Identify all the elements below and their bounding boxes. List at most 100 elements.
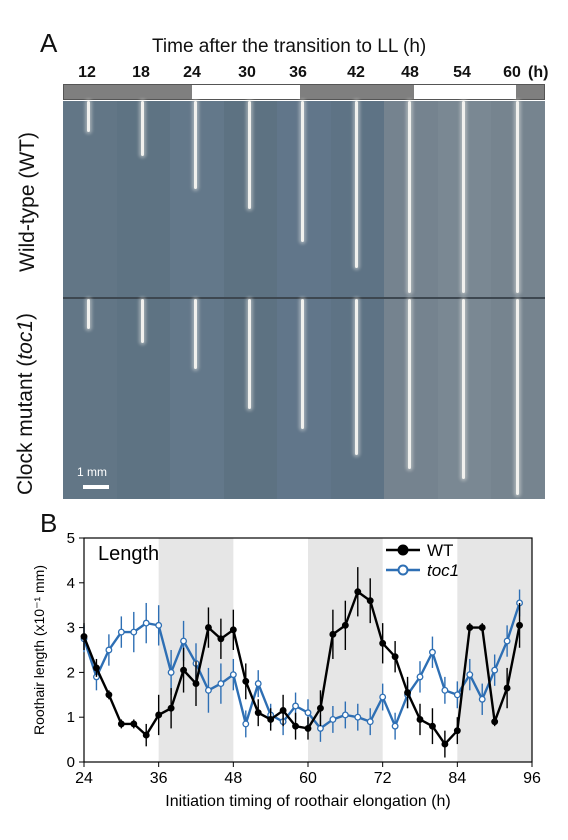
series-line-WT (82, 589, 521, 746)
y-tick-label: 5 (67, 530, 75, 547)
data-point-WT (316, 704, 324, 712)
wt-root-48 (408, 101, 412, 294)
toc1-photo-18 (116, 299, 171, 499)
data-point-toc1 (292, 702, 300, 710)
data-point-WT (478, 624, 486, 632)
data-point-WT (180, 666, 188, 674)
legend-label-WT: WT (427, 541, 453, 560)
y-tick-label: 2 (67, 664, 75, 681)
wt-root-18 (140, 101, 144, 156)
data-point-WT (428, 722, 436, 730)
time-tick-24: 24 (183, 64, 201, 81)
wt-photo-18 (116, 101, 171, 297)
x-tick-label: 24 (75, 770, 93, 787)
time-tick-42: 42 (347, 64, 365, 81)
wt-root-12 (87, 101, 91, 133)
wt-root-36 (301, 101, 305, 243)
y-tick-label: 1 (67, 709, 75, 726)
time-tick-36: 36 (289, 64, 307, 81)
toc1-root-36 (301, 299, 305, 429)
toc1-root-54 (461, 299, 465, 479)
data-point-toc1 (130, 628, 138, 636)
time-tick-12: 12 (78, 64, 96, 81)
wt-photo-row (63, 101, 546, 297)
data-point-WT (142, 731, 150, 739)
data-point-toc1 (229, 671, 237, 679)
toc1-photo-30 (223, 299, 278, 499)
wt-root-42 (354, 101, 358, 268)
data-point-toc1 (167, 668, 175, 676)
toc1-root-12 (87, 299, 91, 329)
light-bar-light (192, 85, 300, 99)
data-point-toc1 (491, 666, 499, 674)
data-point-WT (204, 624, 212, 632)
data-point-WT (491, 718, 499, 726)
wt-photo-42 (330, 101, 385, 297)
data-point-toc1 (142, 619, 150, 627)
data-point-WT (155, 711, 163, 719)
time-tick-54: 54 (453, 64, 471, 81)
toc1-photo-12 (63, 299, 118, 499)
toc1-root-48 (408, 299, 412, 469)
data-point-toc1 (254, 680, 262, 688)
legend-label-toc1: toc1 (427, 561, 459, 580)
data-point-WT (379, 639, 387, 647)
toc1-photo-42 (330, 299, 385, 499)
data-point-WT (105, 691, 113, 699)
wt-row-label: Wild-type (WT) (16, 132, 39, 272)
data-point-WT (80, 633, 88, 641)
toc1-root-24 (194, 299, 198, 369)
data-point-toc1 (316, 724, 324, 732)
wt-photo-12 (63, 101, 118, 297)
data-point-WT (341, 621, 349, 629)
data-point-toc1 (441, 686, 449, 694)
data-point-WT (192, 680, 200, 688)
wt-root-30 (247, 101, 251, 209)
wt-root-24 (194, 101, 198, 190)
data-point-toc1 (466, 671, 474, 679)
wt-photo-54 (437, 101, 492, 297)
legend-marker-WT (397, 544, 409, 556)
data-point-toc1 (304, 709, 312, 717)
x-tick-label: 60 (299, 770, 317, 787)
root-photo-grid: 1 mm (63, 101, 546, 499)
mutant-photo-row (63, 299, 546, 499)
wt-photo-48 (384, 101, 439, 297)
row-divider (63, 297, 545, 299)
data-point-WT (229, 626, 237, 634)
y-axis-label: Roothair length (x10⁻¹ mm) (31, 565, 47, 735)
data-point-WT (416, 715, 424, 723)
time-unit-label: (h) (528, 64, 549, 81)
toc1-root-30 (247, 299, 251, 409)
data-point-WT (117, 720, 125, 728)
data-point-WT (453, 727, 461, 735)
data-point-WT (503, 684, 511, 692)
data-point-toc1 (341, 711, 349, 719)
data-point-toc1 (416, 673, 424, 681)
light-bar-light (414, 85, 516, 99)
wt-photo-60 (491, 101, 546, 297)
data-point-WT (516, 621, 524, 629)
light-bar-dark (516, 85, 544, 99)
toc1-photo-48 (384, 299, 439, 499)
data-point-toc1 (204, 686, 212, 694)
y-tick-label: 0 (67, 754, 75, 771)
data-point-toc1 (478, 695, 486, 703)
data-point-WT (167, 704, 175, 712)
toc1-photo-36 (277, 299, 332, 499)
data-point-toc1 (217, 680, 225, 688)
data-point-WT (267, 715, 275, 723)
data-point-toc1 (428, 648, 436, 656)
panel-b-letter: B (40, 508, 58, 538)
toc1-root-60 (515, 299, 519, 495)
mutant-row-label: Clock mutant (toc1) (14, 312, 37, 496)
length-inset-label: Length (98, 543, 159, 565)
data-point-toc1 (155, 621, 163, 629)
x-axis-label: Initiation timing of roothair elongation… (165, 793, 451, 810)
data-point-WT (404, 689, 412, 697)
panel-a-letter: A (40, 28, 58, 58)
data-point-WT (391, 653, 399, 661)
data-point-WT (254, 709, 262, 717)
data-point-WT (92, 664, 100, 672)
